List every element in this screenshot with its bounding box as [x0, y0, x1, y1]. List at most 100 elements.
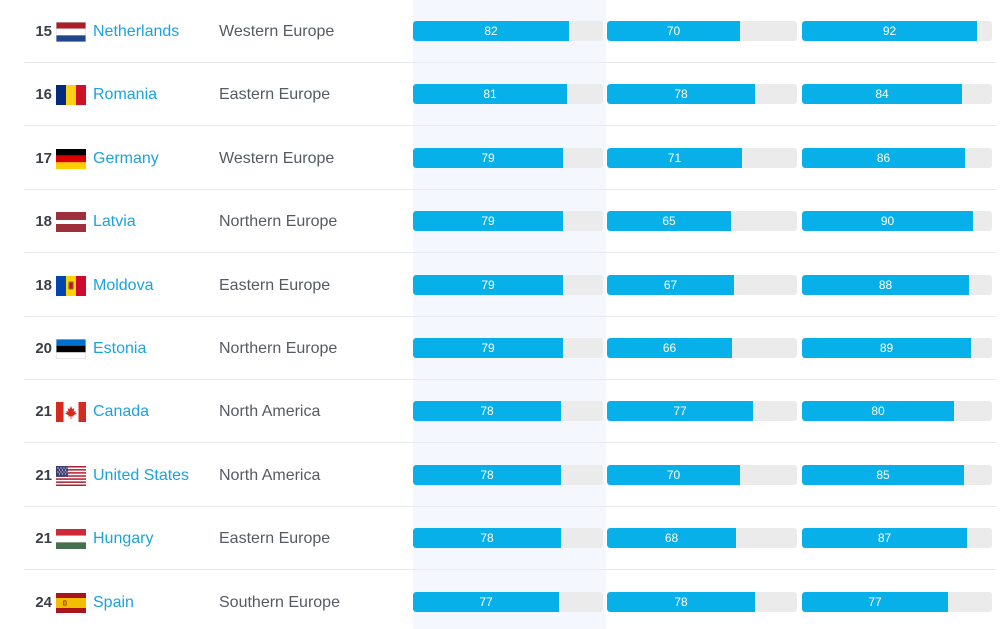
rank-number: 24: [35, 594, 52, 611]
score-value: 89: [879, 341, 894, 355]
region-label: Eastern Europe: [219, 277, 331, 294]
region-label: Eastern Europe: [219, 530, 331, 547]
score-bar-3: 85: [802, 465, 992, 485]
score-value: 78: [480, 468, 494, 482]
country-link[interactable]: Spain: [93, 594, 134, 611]
score-bar-fill: [607, 401, 753, 421]
table-row: 21 Hungary Eastern Europe 78 68 87: [24, 507, 996, 570]
score-bar-fill: [802, 338, 971, 358]
score-bar-fill: [607, 592, 755, 612]
score-bar-fill: [607, 465, 740, 485]
score-bar-fill: [413, 84, 567, 104]
country-link[interactable]: Hungary: [93, 530, 154, 547]
score-value: 81: [483, 87, 497, 101]
score-bar-fill: [607, 211, 731, 231]
score-bar-3: 77: [802, 592, 992, 612]
country-link[interactable]: Romania: [93, 86, 158, 103]
rank-number: 21: [35, 403, 52, 420]
country-link[interactable]: Estonia: [93, 340, 147, 357]
score-value: 78: [480, 404, 494, 418]
score-bar-1: 81: [413, 84, 603, 104]
rank-number: 15: [35, 23, 52, 40]
score-bar-fill: [413, 401, 561, 421]
score-bar-1: 77: [413, 592, 603, 612]
score-bar-2: 68: [607, 528, 797, 548]
score-value: 80: [871, 404, 885, 418]
hungary-flag-icon: [56, 529, 86, 549]
country-link[interactable]: Germany: [93, 150, 159, 167]
country-link[interactable]: Netherlands: [93, 23, 180, 40]
rank-number: 21: [35, 467, 52, 484]
spain-flag-icon: [56, 593, 86, 613]
score-bar-3: 89: [802, 338, 992, 358]
estonia-flag-icon: [56, 339, 86, 359]
score-bar-fill: [413, 592, 559, 612]
rank-number: 20: [35, 340, 52, 357]
region-label: Northern Europe: [219, 340, 338, 357]
score-bar-fill: [607, 275, 734, 295]
score-value: 78: [674, 87, 688, 101]
table-row: 20 Estonia Northern Europe 79 66 89: [24, 317, 996, 380]
region-label: North America: [219, 467, 321, 484]
score-bar-3: 84: [802, 84, 992, 104]
score-bar-3: 80: [802, 401, 992, 421]
table-row: 17 Germany Western Europe 79 71 86: [24, 127, 996, 190]
country-link[interactable]: Moldova: [93, 277, 154, 294]
score-bar-2: 78: [607, 84, 797, 104]
score-value: 70: [666, 24, 681, 38]
score-bar-3: 90: [802, 211, 992, 231]
score-value: 87: [877, 531, 892, 545]
romania-flag-icon: [56, 85, 86, 105]
score-bar-1: 79: [413, 338, 603, 358]
score-bar-2: 66: [607, 338, 797, 358]
score-bar-1: 82: [413, 21, 603, 41]
rank-number: 21: [35, 530, 52, 547]
score-bar-fill: [413, 528, 561, 548]
score-bar-fill: [802, 275, 969, 295]
score-value: 65: [662, 214, 676, 228]
score-bar-2: 70: [607, 465, 797, 485]
latvia-flag-icon: [56, 212, 86, 232]
score-bar-fill: [607, 528, 736, 548]
score-value: 88: [878, 278, 893, 292]
score-bar-fill: [607, 21, 740, 41]
region-label: Southern Europe: [219, 594, 340, 611]
score-bar-1: 79: [413, 211, 603, 231]
score-bar-1: 78: [413, 528, 603, 548]
score-bar-fill: [413, 275, 563, 295]
score-value: 77: [479, 595, 493, 609]
score-bar-1: 78: [413, 465, 603, 485]
score-bar-3: 86: [802, 148, 992, 168]
score-value: 78: [674, 595, 688, 609]
country-link[interactable]: United States: [93, 467, 190, 484]
country-link[interactable]: Canada: [93, 403, 150, 420]
score-bar-1: 79: [413, 148, 603, 168]
score-bar-2: 70: [607, 21, 797, 41]
score-bar-fill: [802, 21, 977, 41]
score-bar-1: 78: [413, 401, 603, 421]
rank-number: 18: [35, 277, 52, 294]
score-bar-fill: [413, 338, 563, 358]
table-row: 24 Spain Southern Europe 77 78 77: [24, 571, 996, 629]
score-value: 84: [875, 87, 889, 101]
rank-number: 18: [35, 213, 52, 230]
score-bar-3: 92: [802, 21, 992, 41]
score-bar-fill: [802, 528, 967, 548]
score-bar-fill: [413, 148, 563, 168]
score-value: 70: [666, 468, 681, 482]
score-value: 68: [664, 531, 679, 545]
score-bar-1: 79: [413, 275, 603, 295]
score-value: 79: [481, 278, 495, 292]
country-link[interactable]: Latvia: [93, 213, 136, 230]
region-label: Western Europe: [219, 23, 335, 40]
score-value: 82: [484, 24, 498, 38]
region-label: Northern Europe: [219, 213, 338, 230]
score-value: 90: [880, 214, 895, 228]
score-bar-fill: [802, 148, 965, 168]
score-bar-3: 87: [802, 528, 992, 548]
score-value: 77: [673, 404, 687, 418]
score-value: 77: [868, 595, 882, 609]
score-bar-fill: [413, 465, 561, 485]
table-row: 21 United States North America 78 70 85: [24, 444, 996, 507]
